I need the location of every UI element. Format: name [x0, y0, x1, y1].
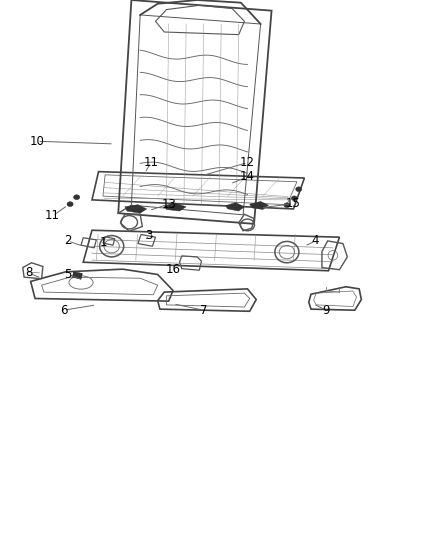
Text: 4: 4: [311, 235, 319, 247]
Text: 9: 9: [322, 304, 330, 317]
Text: 8: 8: [25, 266, 32, 279]
Ellipse shape: [296, 187, 302, 191]
Text: 2: 2: [64, 235, 72, 247]
Text: 12: 12: [240, 156, 255, 169]
Text: 3: 3: [145, 229, 152, 242]
Text: 16: 16: [166, 263, 180, 276]
Text: 5: 5: [64, 268, 71, 281]
Text: 15: 15: [286, 197, 301, 210]
Text: 11: 11: [144, 156, 159, 169]
Text: 7: 7: [200, 304, 208, 317]
Text: 1: 1: [99, 236, 107, 249]
Text: 13: 13: [161, 198, 176, 211]
Polygon shape: [72, 272, 82, 279]
Text: 6: 6: [60, 304, 67, 317]
Text: 14: 14: [240, 171, 255, 183]
Polygon shape: [250, 201, 268, 209]
Ellipse shape: [284, 203, 290, 207]
Polygon shape: [226, 203, 244, 211]
Polygon shape: [125, 205, 147, 213]
Text: 11: 11: [45, 209, 60, 222]
Ellipse shape: [291, 196, 297, 201]
Ellipse shape: [67, 201, 73, 207]
Text: 10: 10: [30, 135, 45, 148]
Ellipse shape: [74, 195, 80, 199]
Polygon shape: [164, 203, 186, 211]
